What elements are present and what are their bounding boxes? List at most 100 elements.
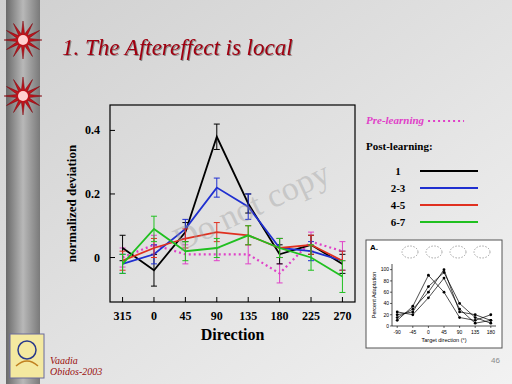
error-bar xyxy=(151,216,157,241)
inset-point xyxy=(411,311,414,314)
inset-point xyxy=(489,319,492,322)
x-tick xyxy=(248,297,249,302)
x-axis-label: Direction xyxy=(201,326,265,343)
x-tick xyxy=(279,297,280,302)
legend-swatch xyxy=(420,204,478,206)
y-tick xyxy=(110,257,115,258)
x-tick xyxy=(216,297,217,302)
x-tick-label: 270 xyxy=(333,309,351,323)
inset-y-tick xyxy=(390,292,392,293)
inset-y-tick xyxy=(390,314,392,315)
star-center xyxy=(18,91,28,101)
inset-y-tick-label: 60 xyxy=(383,289,389,295)
inset-point xyxy=(411,313,414,316)
inset-x-tick xyxy=(428,326,429,328)
legend-label: 2-3 xyxy=(391,182,406,194)
legend-label: 6-7 xyxy=(391,216,406,228)
background xyxy=(0,0,512,384)
logo-mark xyxy=(16,361,38,366)
inset-y-label: Percent Adaptation xyxy=(371,272,377,318)
inset-y-tick-label: 100 xyxy=(381,266,390,272)
inset-y-tick xyxy=(390,303,392,304)
inset-point xyxy=(443,291,446,294)
legend-label: 4-5 xyxy=(391,199,406,211)
inset-point xyxy=(458,316,461,319)
series-line xyxy=(123,229,343,277)
page-number: 46 xyxy=(491,356,500,365)
inset-panel xyxy=(366,240,502,348)
inset-y-tick xyxy=(390,280,392,281)
legend-label: Pre-learning xyxy=(366,114,425,126)
inset-point xyxy=(443,271,446,274)
inset-point xyxy=(443,277,446,280)
inset-title: A. xyxy=(370,243,378,252)
inset-x-tick-label: 0 xyxy=(427,329,430,335)
inset-point xyxy=(474,322,477,325)
y-tick xyxy=(110,193,115,194)
inset-x-tick xyxy=(412,326,413,328)
legend-swatch xyxy=(420,170,478,172)
inset-x-tick-label: -90 xyxy=(394,329,401,335)
star-deco xyxy=(4,77,42,115)
x-tick-label: 0 xyxy=(151,309,157,323)
y-tick-label: 0.2 xyxy=(85,187,100,201)
inset-point xyxy=(396,319,399,322)
inset-x-tick-label: 135 xyxy=(471,329,480,335)
inset-point xyxy=(396,316,399,319)
inset-icon xyxy=(426,246,442,258)
inset-icon xyxy=(402,246,418,258)
legend-swatch xyxy=(420,221,478,223)
inset-point xyxy=(396,311,399,314)
inset-y-tick xyxy=(390,269,392,270)
plot-marks xyxy=(120,124,346,292)
inset-point xyxy=(458,308,461,311)
error-bar xyxy=(245,245,251,264)
star-deco xyxy=(4,21,42,59)
legend-swatch xyxy=(428,120,464,122)
x-tick xyxy=(153,297,154,302)
inset-point xyxy=(474,319,477,322)
inset-point xyxy=(427,296,430,299)
x-tick xyxy=(122,297,123,302)
x-tick-label: 135 xyxy=(239,309,257,323)
star-center xyxy=(18,35,28,45)
x-tick-label: 90 xyxy=(211,309,223,323)
inset-icon xyxy=(474,246,490,258)
inset-point xyxy=(458,311,461,314)
inset-x-tick xyxy=(444,326,445,328)
y-axis-label: normalized deviation xyxy=(64,144,79,262)
inset-point xyxy=(427,274,430,277)
error-bar xyxy=(308,245,314,270)
inset-point xyxy=(489,313,492,316)
x-tick xyxy=(185,297,186,302)
x-tick-label: 315 xyxy=(114,309,132,323)
inset-y-tick-label: 80 xyxy=(383,278,389,284)
inset-x-tick-label: 180 xyxy=(487,329,496,335)
inset-point xyxy=(427,285,430,288)
y-tick xyxy=(110,130,115,131)
inset-x-tick-label: 45 xyxy=(441,329,447,335)
inset-line xyxy=(397,270,491,321)
y-tick-label: 0 xyxy=(94,251,100,265)
logo-mark xyxy=(18,341,36,359)
error-bar xyxy=(214,124,220,149)
slide-title: 1. The Aftereffect is local xyxy=(62,35,293,60)
inset-y-axis xyxy=(392,264,393,326)
plot-frame xyxy=(110,105,355,302)
inset-y-tick-label: 20 xyxy=(383,312,389,318)
series-line xyxy=(123,137,343,270)
watermark: Do not copy xyxy=(167,154,335,259)
x-tick-label: 180 xyxy=(271,309,289,323)
footer-text: Vaadia xyxy=(50,355,78,366)
inset-y-tick xyxy=(390,326,392,327)
inset-x-tick xyxy=(397,326,398,328)
inset-x-tick xyxy=(459,326,460,328)
error-bar xyxy=(214,178,220,197)
inset-point xyxy=(396,313,399,316)
x-tick xyxy=(342,297,343,302)
inset-marks xyxy=(396,268,492,324)
slide: 1. The Aftereffect is local00.20.4315045… xyxy=(0,0,512,384)
x-tick-label: 225 xyxy=(302,309,320,323)
inset-line xyxy=(397,273,491,324)
inset-y-tick-label: 40 xyxy=(383,300,389,306)
